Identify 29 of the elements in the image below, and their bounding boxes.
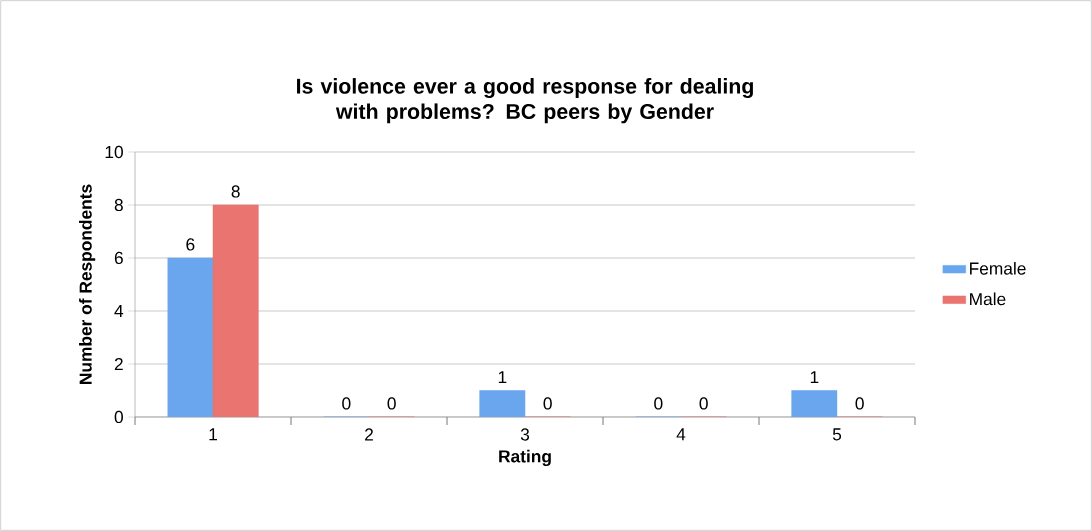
y-tick-label: 0	[114, 410, 123, 424]
data-label: 0	[699, 397, 708, 410]
x-tick-label: 1	[209, 428, 217, 441]
y-tick-label: 4	[114, 305, 124, 317]
data-label: 0	[543, 397, 552, 410]
data-label: 0	[387, 397, 396, 410]
data-label: 0	[342, 397, 351, 410]
x-tick-label: 4	[676, 428, 686, 441]
y-tick-label: 8	[114, 198, 123, 212]
y-tick-label: 6	[114, 251, 123, 265]
x-tick-label: 2	[365, 428, 373, 441]
legend-label: Female	[970, 261, 1026, 275]
bar	[167, 257, 214, 417]
data-label: 8	[231, 185, 240, 198]
x-axis-title: Rating	[499, 449, 551, 467]
legend-label: Male	[970, 292, 1006, 306]
y-tick-label: 10	[105, 145, 123, 159]
x-tick-label: 5	[832, 428, 842, 441]
y-axis-title: Number of Respondents	[79, 184, 96, 384]
data-label: 0	[855, 397, 864, 410]
data-label: 6	[186, 238, 195, 251]
data-label: 1	[498, 371, 507, 384]
data-label: 1	[810, 371, 819, 384]
bar	[791, 390, 838, 417]
bar	[479, 390, 526, 417]
chart-title: Is violence ever a good response for dealing with problems? BC peers by Gender	[297, 78, 753, 124]
data-label: 0	[654, 397, 663, 410]
x-tick-label: 3	[520, 428, 530, 441]
y-tick-label: 2	[114, 357, 123, 371]
